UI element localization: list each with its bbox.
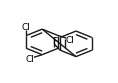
Text: Cl: Cl: [65, 36, 74, 45]
Text: F: F: [52, 37, 57, 46]
Text: Cl: Cl: [22, 23, 31, 32]
Text: Cl: Cl: [26, 55, 35, 64]
